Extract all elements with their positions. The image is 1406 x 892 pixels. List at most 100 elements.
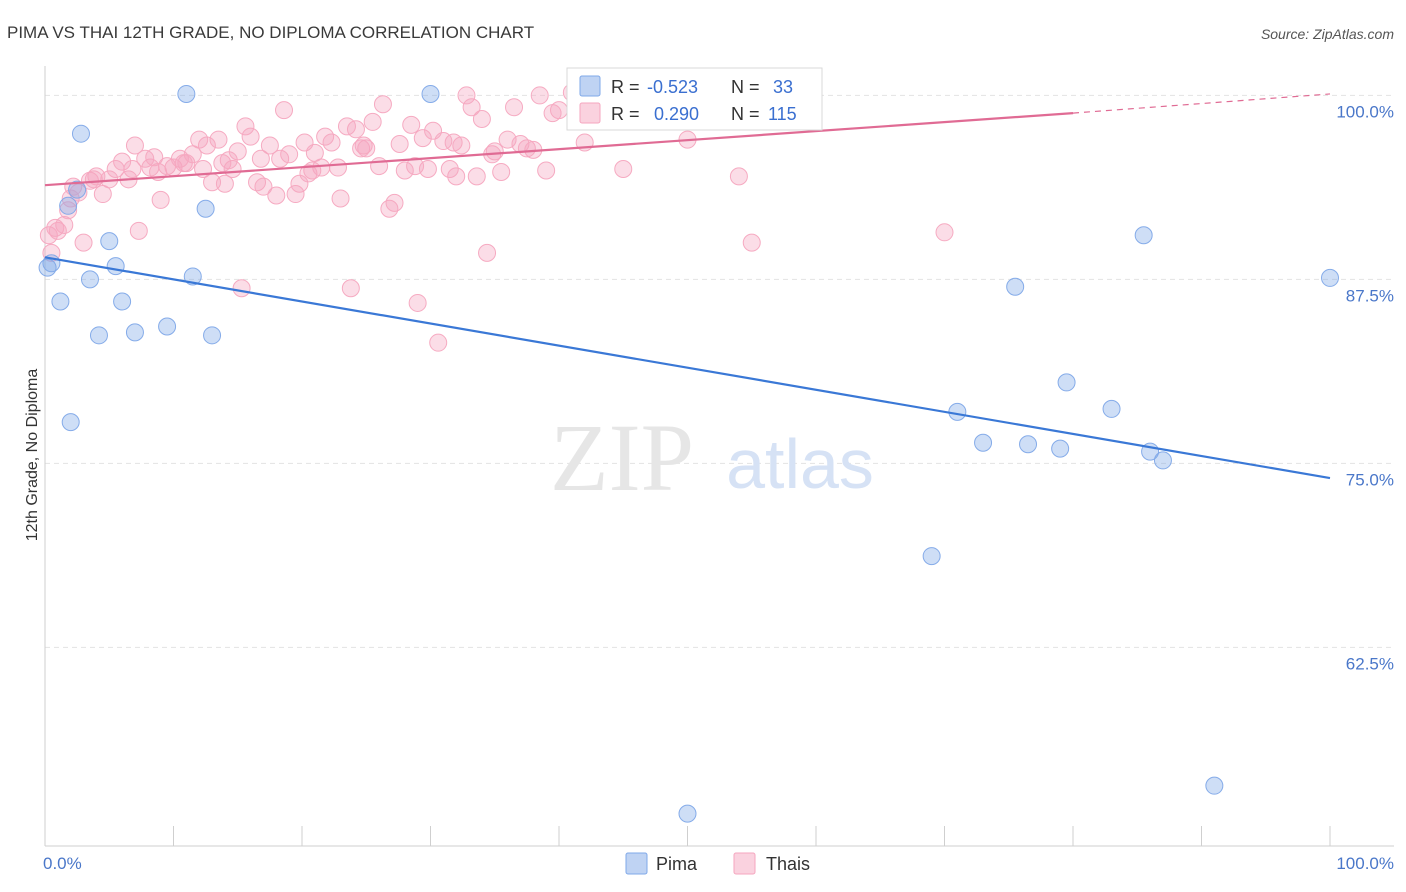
bottom-legend-swatch-thais	[733, 852, 756, 875]
point-thais-38	[254, 177, 273, 196]
point-pima-17	[421, 84, 440, 103]
point-pima-8	[100, 232, 119, 251]
point-thais-110	[303, 161, 322, 180]
point-thais-18	[145, 148, 164, 167]
chart-title: PIMA VS THAI 12TH GRADE, NO DIPLOMA CORR…	[7, 23, 534, 42]
point-pima-14	[183, 267, 202, 286]
point-thais-112	[406, 157, 425, 176]
point-pima-28	[1134, 226, 1153, 245]
watermark-atlas: atlas	[726, 425, 874, 503]
point-thais-104	[84, 170, 103, 189]
legend-r-value-pima: -0.523	[647, 77, 698, 97]
point-thais-74	[447, 167, 466, 186]
point-thais-3	[59, 201, 78, 220]
point-thais-100	[935, 223, 954, 242]
y-axis-label: 12th Grade, No Diploma	[24, 369, 41, 542]
point-thais-91	[550, 101, 568, 120]
point-thais-61	[373, 95, 392, 114]
point-thais-29	[209, 130, 228, 149]
point-pima-2	[51, 292, 70, 311]
point-thais-98	[729, 167, 748, 186]
point-thais-71	[429, 333, 448, 352]
point-thais-66	[402, 115, 421, 134]
point-thais-41	[271, 149, 290, 168]
point-thais-51	[322, 133, 341, 152]
point-pima-7	[89, 326, 108, 345]
legend-swatch-thais	[579, 102, 601, 124]
y-tick-label-1: 87.5%	[1346, 286, 1394, 305]
point-thais-39	[260, 136, 279, 155]
y-tick-label-0: 100.0%	[1336, 102, 1394, 121]
point-thais-0	[39, 226, 58, 245]
point-thais-65	[395, 161, 414, 180]
point-thais-57	[352, 139, 371, 158]
point-thais-89	[537, 161, 556, 180]
point-thais-45	[290, 174, 309, 193]
point-pima-27	[1102, 399, 1121, 418]
trendline-pima	[44, 256, 1331, 480]
point-pima-11	[125, 323, 144, 342]
point-thais-108	[213, 154, 232, 173]
point-pima-16	[203, 326, 222, 345]
chart-source: Source: ZipAtlas.com	[1261, 26, 1394, 42]
point-pima-20	[922, 547, 941, 566]
trendline-thais-extension	[1072, 93, 1331, 114]
point-thais-59	[363, 112, 382, 131]
point-pima-10	[113, 292, 132, 311]
legend-n-label-pima: N =	[731, 77, 760, 97]
point-thais-34	[232, 279, 251, 298]
point-thais-36	[241, 127, 260, 146]
point-pima-12	[158, 317, 177, 336]
x-tick-label-0: 0.0%	[43, 854, 82, 873]
point-thais-19	[151, 190, 170, 209]
point-thais-53	[331, 189, 350, 208]
point-thais-35	[236, 117, 255, 136]
legend-r-label-pima: R =	[611, 77, 640, 97]
point-thais-88	[530, 86, 549, 105]
y-tick-labels: 100.0% 87.5% 75.0% 62.5%	[1336, 102, 1394, 673]
point-thais-6	[74, 233, 93, 252]
point-thais-99	[742, 233, 761, 252]
point-pima-19	[678, 804, 697, 823]
legend-n-value-pima: 33	[773, 77, 793, 97]
point-thais-77	[462, 98, 481, 117]
point-thais-76	[457, 86, 476, 105]
point-thais-64	[390, 135, 409, 153]
bottom-legend-label-thais: Thais	[766, 854, 810, 874]
y-tick-label-2: 75.0%	[1346, 470, 1394, 489]
point-pima-25	[1051, 439, 1070, 458]
point-thais-68	[413, 129, 432, 148]
trend-lines	[44, 93, 1331, 480]
point-pima-13	[177, 84, 196, 103]
legend-r-value-thais: 0.290	[654, 104, 699, 124]
point-thais-60	[370, 157, 389, 176]
bottom-legend-label-pima: Pima	[656, 854, 698, 874]
point-thais-79	[472, 109, 491, 128]
legend-box: R = -0.523 N = 33 R = 0.290 N = 115	[566, 67, 823, 131]
watermark-zip: ZIP	[550, 404, 694, 511]
bottom-legend-swatch-pima	[625, 852, 648, 875]
point-thais-80	[478, 243, 497, 262]
point-pima-23	[1006, 277, 1025, 296]
point-pima-6	[80, 270, 99, 289]
point-thais-44	[286, 185, 305, 204]
point-thais-84	[505, 98, 524, 117]
point-thais-63	[385, 193, 404, 212]
point-thais-12	[113, 152, 132, 171]
axes	[44, 66, 1394, 847]
point-thais-15	[129, 221, 148, 240]
point-thais-14	[125, 136, 144, 155]
y-tick-label-3: 62.5%	[1346, 654, 1394, 673]
point-thais-55	[341, 279, 360, 298]
legend-frame	[566, 67, 823, 131]
point-thais-16	[136, 149, 155, 168]
point-thais-105	[123, 160, 142, 179]
point-thais-33	[228, 142, 247, 161]
point-thais-67	[408, 293, 427, 312]
legend-r-label-thais: R =	[611, 104, 640, 124]
point-thais-62	[380, 199, 399, 218]
point-thais-40	[267, 186, 286, 205]
point-thais-107	[174, 154, 193, 173]
point-thais-78	[467, 167, 486, 186]
x-tick-label-1: 100.0%	[1336, 854, 1394, 873]
